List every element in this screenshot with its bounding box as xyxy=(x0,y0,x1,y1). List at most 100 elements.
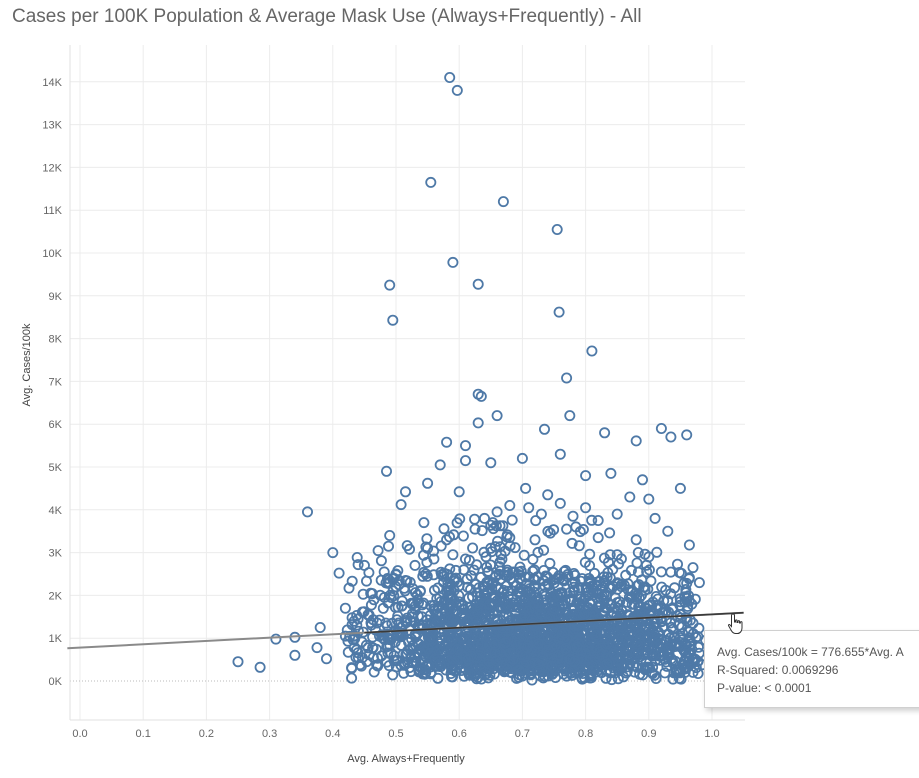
data-point[interactable] xyxy=(574,633,586,645)
data-point[interactable] xyxy=(551,223,563,235)
data-point[interactable] xyxy=(650,673,662,685)
data-point[interactable] xyxy=(434,459,446,471)
data-point[interactable] xyxy=(327,547,339,559)
data-point[interactable] xyxy=(561,523,573,535)
data-point[interactable] xyxy=(667,673,679,685)
data-point[interactable] xyxy=(591,629,603,641)
data-point[interactable] xyxy=(591,642,603,654)
data-point[interactable] xyxy=(662,595,674,607)
data-point[interactable] xyxy=(561,372,573,384)
data-point[interactable] xyxy=(385,592,397,604)
data-point[interactable] xyxy=(687,617,699,629)
data-point[interactable] xyxy=(418,597,430,609)
data-point[interactable] xyxy=(575,653,587,665)
data-point[interactable] xyxy=(522,640,534,652)
data-point[interactable] xyxy=(669,582,681,594)
data-point[interactable] xyxy=(592,532,604,544)
data-point[interactable] xyxy=(365,587,377,599)
data-point[interactable] xyxy=(548,524,560,536)
data-point[interactable] xyxy=(580,502,592,514)
data-point[interactable] xyxy=(445,643,457,655)
data-point[interactable] xyxy=(632,649,644,661)
data-point[interactable] xyxy=(643,624,655,636)
data-point[interactable] xyxy=(490,639,502,651)
data-point[interactable] xyxy=(569,655,581,667)
data-point[interactable] xyxy=(501,663,513,675)
data-point[interactable] xyxy=(681,577,693,589)
data-point[interactable] xyxy=(389,601,401,613)
data-point[interactable] xyxy=(630,534,642,546)
data-point[interactable] xyxy=(456,600,468,612)
data-point[interactable] xyxy=(422,477,434,489)
data-point[interactable] xyxy=(523,502,535,514)
data-point[interactable] xyxy=(502,585,514,597)
data-point[interactable] xyxy=(524,628,536,640)
data-point[interactable] xyxy=(693,577,705,589)
data-point[interactable] xyxy=(626,637,638,649)
data-point[interactable] xyxy=(548,603,560,615)
data-point[interactable] xyxy=(428,553,440,565)
data-point[interactable] xyxy=(579,556,591,568)
data-point[interactable] xyxy=(474,602,486,614)
data-point[interactable] xyxy=(346,662,358,674)
points-layer[interactable] xyxy=(232,72,712,686)
data-point[interactable] xyxy=(469,668,481,680)
data-point[interactable] xyxy=(554,603,566,615)
data-point[interactable] xyxy=(542,489,554,501)
data-point[interactable] xyxy=(566,537,578,549)
data-point[interactable] xyxy=(443,531,455,543)
data-point[interactable] xyxy=(456,631,468,643)
data-point[interactable] xyxy=(513,664,525,676)
data-point[interactable] xyxy=(564,653,576,665)
data-point[interactable] xyxy=(499,637,511,649)
data-point[interactable] xyxy=(507,601,519,613)
data-point[interactable] xyxy=(469,604,481,616)
data-point[interactable] xyxy=(612,673,624,685)
data-point[interactable] xyxy=(361,656,373,668)
data-point[interactable] xyxy=(509,633,521,645)
data-point[interactable] xyxy=(396,600,408,612)
data-point[interactable] xyxy=(674,641,686,653)
data-point[interactable] xyxy=(447,256,459,268)
data-point[interactable] xyxy=(415,662,427,674)
data-point[interactable] xyxy=(483,655,495,667)
data-point[interactable] xyxy=(499,545,511,557)
data-point[interactable] xyxy=(381,656,393,668)
data-point[interactable] xyxy=(530,515,542,527)
data-point[interactable] xyxy=(484,598,496,610)
data-point[interactable] xyxy=(670,666,682,678)
data-point[interactable] xyxy=(526,674,538,686)
data-point[interactable] xyxy=(687,666,699,678)
data-point[interactable] xyxy=(453,486,465,498)
data-point[interactable] xyxy=(425,176,437,188)
data-point[interactable] xyxy=(623,591,635,603)
data-point[interactable] xyxy=(422,542,434,554)
data-point[interactable] xyxy=(409,559,421,571)
data-point[interactable] xyxy=(680,584,692,596)
data-point[interactable] xyxy=(661,660,673,672)
trend-line-highlight[interactable] xyxy=(364,611,744,634)
data-point[interactable] xyxy=(624,491,636,503)
data-point[interactable] xyxy=(588,640,600,652)
data-point[interactable] xyxy=(401,657,413,669)
data-point[interactable] xyxy=(655,566,667,578)
data-point[interactable] xyxy=(542,525,554,537)
data-point[interactable] xyxy=(673,619,685,631)
data-point[interactable] xyxy=(362,609,374,621)
data-point[interactable] xyxy=(254,661,266,673)
data-point[interactable] xyxy=(514,626,526,638)
data-point[interactable] xyxy=(692,668,704,680)
data-point[interactable] xyxy=(301,506,313,518)
data-point[interactable] xyxy=(683,539,695,551)
data-point[interactable] xyxy=(445,590,457,602)
data-point[interactable] xyxy=(488,637,500,649)
data-point[interactable] xyxy=(462,653,474,665)
data-point[interactable] xyxy=(551,572,563,584)
data-point[interactable] xyxy=(409,587,421,599)
data-point[interactable] xyxy=(613,643,625,655)
data-point[interactable] xyxy=(390,581,402,593)
data-point[interactable] xyxy=(559,627,571,639)
data-point[interactable] xyxy=(314,622,326,634)
data-point[interactable] xyxy=(580,470,592,482)
data-point[interactable] xyxy=(344,630,356,642)
